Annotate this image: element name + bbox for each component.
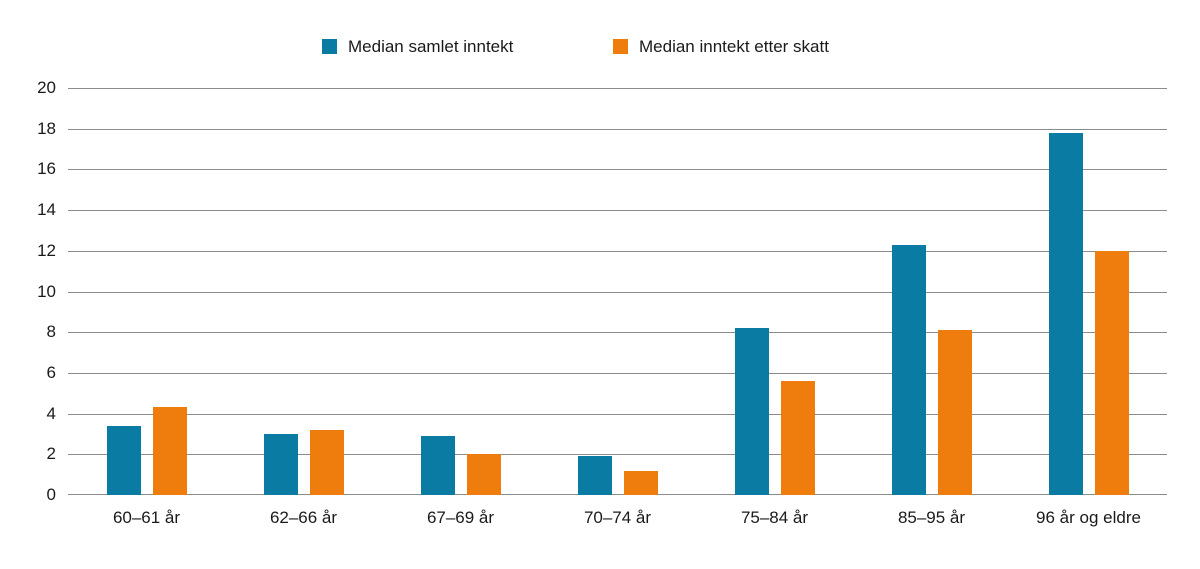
gridline-y-4 (68, 413, 1167, 415)
gridline-y-14 (68, 210, 1167, 212)
bar-series-1-group-6 (1094, 250, 1129, 495)
bar-series-0-group-1 (263, 433, 298, 495)
gridline-y-8 (68, 332, 1167, 334)
legend-label-median-samlet-inntekt: Median samlet inntekt (348, 37, 514, 56)
bar-series-1-group-0 (152, 407, 187, 495)
x-axis-category-label-4: 75–84 år (740, 508, 809, 527)
bar-series-1-group-2 (466, 454, 501, 495)
y-axis-tick-label-8: 8 (46, 322, 56, 342)
bar-series-0-group-5 (891, 244, 926, 495)
y-axis-tick-label-14: 14 (37, 200, 56, 220)
bar-series-0-group-3 (577, 456, 612, 495)
y-axis-tick-label-18: 18 (37, 118, 56, 138)
bar-series-1-group-4 (780, 381, 815, 495)
bar-series-1-group-3 (623, 470, 658, 495)
gridline-y-0 (68, 494, 1167, 495)
legend-item-median-samlet-inntekt: Median samlet inntekt (322, 38, 513, 55)
y-axis-tick-label-20: 20 (37, 78, 56, 97)
x-axis-category-label-3: 70–74 år (583, 508, 652, 527)
gridline-y-10 (68, 291, 1167, 293)
y-axis-tick-label-16: 16 (37, 159, 56, 179)
gridline-y-6 (68, 372, 1167, 374)
x-axis-category-label-0: 60–61 år (112, 508, 181, 527)
bar-series-0-group-6 (1048, 132, 1083, 495)
legend-swatch-orange-icon (613, 39, 628, 54)
gridline-y-12 (68, 250, 1167, 252)
legend-swatch-teal-icon (322, 39, 337, 54)
legend-label-median-inntekt-etter-skatt: Median inntekt etter skatt (639, 37, 829, 56)
bar-series-0-group-2 (420, 435, 455, 495)
y-axis-tick-label-0: 0 (46, 485, 56, 504)
y-axis-tick-label-2: 2 (46, 444, 56, 464)
gridline-y-2 (68, 454, 1167, 456)
x-axis-category-label-6: 96 år og eldre (1036, 508, 1141, 527)
plot-area (68, 88, 1167, 495)
y-axis-tick-label-10: 10 (37, 281, 56, 301)
x-axis-category-label-5: 85–95 år (897, 508, 966, 527)
bar-series-1-group-1 (309, 429, 344, 495)
y-axis-tick-label-6: 6 (46, 362, 56, 382)
legend-item-median-inntekt-etter-skatt: Median inntekt etter skatt (613, 38, 829, 55)
y-axis-tick-label-4: 4 (46, 403, 56, 423)
bar-series-1-group-5 (937, 330, 972, 495)
y-axis-tick-label-12: 12 (37, 240, 56, 260)
gridline-y-18 (68, 128, 1167, 130)
x-axis-category-label-1: 62–66 år (269, 508, 338, 527)
bar-series-0-group-4 (734, 328, 769, 495)
gridline-y-20 (68, 88, 1167, 89)
x-axis-category-label-2: 67–69 år (426, 508, 495, 527)
gridline-y-16 (68, 169, 1167, 171)
bar-series-0-group-0 (106, 425, 141, 495)
